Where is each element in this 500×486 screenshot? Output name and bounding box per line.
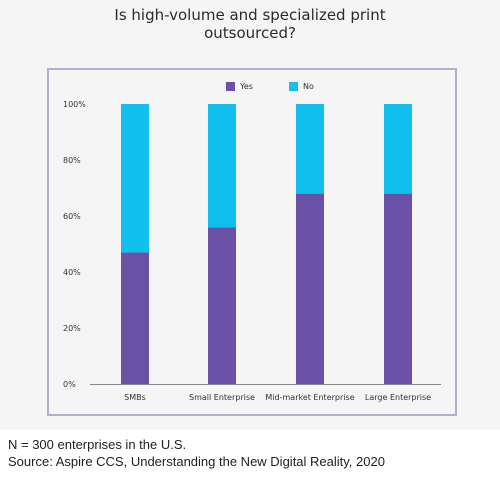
legend-label-no: No [303, 82, 314, 91]
chart-area: Is high-volume and specialized print outs… [0, 6, 500, 416]
bar-yes-mid-market-enterprise [296, 193, 324, 384]
legend-label-yes: Yes [239, 82, 253, 91]
stacked-bar-chart: Yes No 0% 20% 40% 60% 80% 100% SMBs Small Enter… [63, 82, 441, 402]
y-tick-label: 100% [63, 100, 86, 109]
legend: Yes No [226, 82, 314, 91]
sample-note: N = 300 enterprises in the U.S. [8, 437, 187, 452]
y-tick-label: 20% [63, 324, 81, 333]
legend-swatch-no [289, 82, 298, 91]
y-tick-label: 80% [63, 156, 81, 165]
bar-no-large-enterprise [384, 104, 412, 194]
chart-title-text: Is high-volume and specialized print outs… [0, 6, 500, 42]
chart-title-line-1: Is high-volume and specialized print [114, 6, 386, 24]
x-tick-label: Small Enterprise [189, 393, 255, 402]
source-note: Source: Aspire CCS, Understanding the Ne… [8, 454, 385, 469]
y-axis: 0% 20% 40% 60% 80% 100% [63, 100, 86, 389]
x-tick-label: SMBs [124, 393, 146, 402]
x-tick-label: Large Enterprise [365, 393, 431, 402]
x-axis: SMBs Small Enterprise Mid-market Enterpris… [90, 384, 441, 402]
bars [121, 104, 412, 384]
chart-title: Is high-volume and specialized print outs… [0, 6, 500, 42]
bar-yes-smbs [121, 252, 149, 384]
bar-no-small-enterprise [208, 104, 236, 228]
y-tick-label: 60% [63, 212, 81, 221]
bar-yes-large-enterprise [384, 193, 412, 384]
bar-no-mid-market-enterprise [296, 104, 324, 194]
chart-title-line-2: outsourced? [204, 24, 296, 42]
y-tick-label: 0% [63, 380, 76, 389]
bar-no-smbs [121, 104, 149, 253]
x-tick-label: Mid-market Enterprise [265, 393, 354, 402]
chart-frame [47, 68, 457, 416]
y-tick-label: 40% [63, 268, 81, 277]
legend-swatch-yes [226, 82, 235, 91]
bar-yes-small-enterprise [208, 227, 236, 384]
footnotes: N = 300 enterprises in the U.S. Source: … [8, 436, 498, 470]
